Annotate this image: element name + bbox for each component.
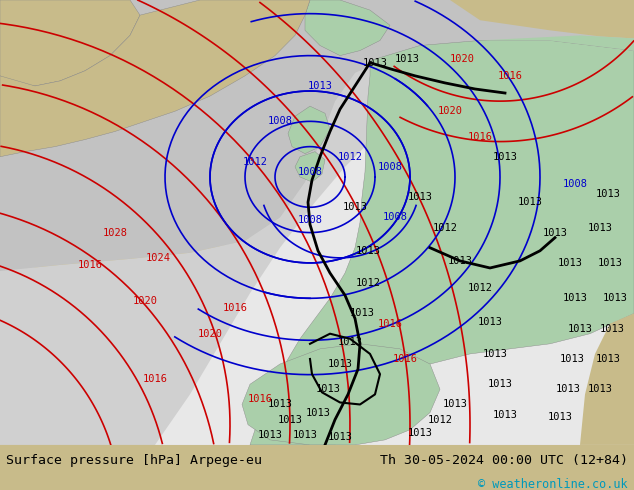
Text: 1013: 1013: [557, 258, 583, 268]
Text: 1013: 1013: [555, 384, 581, 394]
Text: 1013: 1013: [543, 227, 567, 238]
Text: Surface pressure [hPa] Arpege-eu: Surface pressure [hPa] Arpege-eu: [6, 454, 262, 467]
Text: 1013: 1013: [268, 399, 292, 410]
Polygon shape: [288, 106, 330, 154]
Text: 1013: 1013: [493, 152, 517, 162]
Text: 1013: 1013: [394, 53, 420, 64]
Polygon shape: [0, 0, 634, 268]
Polygon shape: [305, 0, 390, 56]
Text: 1013: 1013: [597, 258, 623, 268]
Text: 1012: 1012: [356, 278, 380, 288]
Polygon shape: [0, 0, 634, 271]
Polygon shape: [0, 0, 140, 86]
Text: 1013: 1013: [482, 349, 507, 359]
Text: 1024: 1024: [145, 253, 171, 263]
Text: 1013: 1013: [588, 222, 612, 233]
Polygon shape: [580, 314, 634, 445]
Text: 1013: 1013: [342, 202, 368, 212]
Text: 1016: 1016: [247, 394, 273, 404]
Text: 1013: 1013: [443, 399, 467, 410]
Text: 1016: 1016: [392, 354, 418, 364]
Text: 1013: 1013: [328, 359, 353, 369]
Text: 1013: 1013: [562, 294, 588, 303]
Text: 1013: 1013: [292, 430, 318, 440]
Text: 1016: 1016: [377, 318, 403, 329]
Text: 1016: 1016: [77, 260, 103, 270]
Text: 1008: 1008: [382, 212, 408, 222]
Text: 1013: 1013: [278, 415, 302, 425]
Text: 1013: 1013: [567, 323, 593, 334]
Text: Th 30-05-2024 00:00 UTC (12+84): Th 30-05-2024 00:00 UTC (12+84): [380, 454, 628, 467]
Polygon shape: [0, 0, 634, 278]
Text: 1013: 1013: [488, 379, 512, 389]
Text: 1020: 1020: [450, 53, 474, 64]
Text: 1013: 1013: [517, 197, 543, 207]
Text: 1013: 1013: [363, 58, 387, 68]
Polygon shape: [250, 41, 634, 445]
Text: 1012: 1012: [467, 283, 493, 293]
Text: 1020: 1020: [198, 329, 223, 339]
Text: 1013: 1013: [548, 412, 573, 421]
Text: 1012: 1012: [242, 157, 268, 167]
Text: 1020: 1020: [133, 296, 157, 306]
Text: 1008: 1008: [297, 216, 323, 225]
Text: 1013: 1013: [595, 354, 621, 364]
Text: 1016: 1016: [467, 131, 493, 142]
Text: 1008: 1008: [377, 162, 403, 172]
Text: 1013: 1013: [257, 430, 283, 440]
Polygon shape: [295, 152, 325, 182]
Text: 1013: 1013: [316, 384, 340, 394]
Text: 1013: 1013: [408, 192, 432, 202]
Text: 1020: 1020: [437, 106, 462, 116]
Text: 1013: 1013: [349, 309, 375, 318]
Text: 1013: 1013: [602, 294, 628, 303]
Text: 1016: 1016: [143, 374, 167, 384]
Text: 1013: 1013: [588, 384, 612, 394]
Text: 1013: 1013: [448, 256, 472, 266]
Polygon shape: [155, 49, 634, 445]
Text: 1013: 1013: [595, 189, 621, 199]
Text: 1013: 1013: [356, 246, 380, 256]
Polygon shape: [242, 344, 440, 445]
Text: 1008: 1008: [562, 179, 588, 189]
Text: 1013: 1013: [493, 410, 517, 419]
Text: 1013: 1013: [307, 81, 332, 91]
Text: 1013: 1013: [477, 317, 503, 326]
Text: 1013: 1013: [408, 428, 432, 438]
Text: © weatheronline.co.uk: © weatheronline.co.uk: [478, 478, 628, 490]
Text: 1013: 1013: [328, 432, 353, 442]
Text: 1012: 1012: [432, 222, 458, 233]
Text: 1008: 1008: [297, 167, 323, 177]
Text: 1013: 1013: [306, 408, 330, 417]
Text: 1013: 1013: [559, 354, 585, 364]
Text: 1012: 1012: [337, 152, 363, 162]
Text: 1013: 1013: [337, 337, 363, 347]
Text: 1016: 1016: [498, 71, 522, 81]
Text: 1016: 1016: [223, 303, 247, 314]
Polygon shape: [450, 0, 634, 38]
Polygon shape: [0, 0, 310, 157]
Polygon shape: [480, 35, 634, 50]
Text: 1028: 1028: [103, 227, 127, 238]
Text: 1013: 1013: [600, 323, 624, 334]
Text: 1012: 1012: [427, 415, 453, 425]
Text: 1008: 1008: [268, 116, 292, 126]
Polygon shape: [0, 52, 634, 445]
